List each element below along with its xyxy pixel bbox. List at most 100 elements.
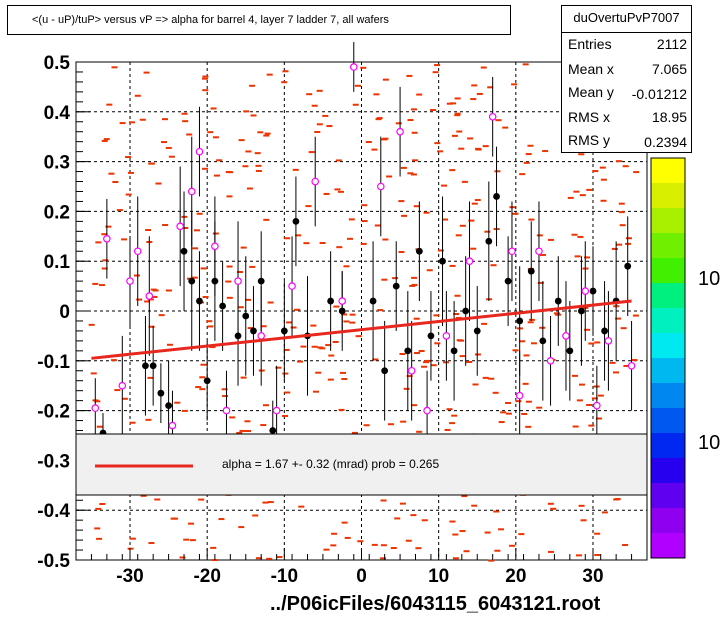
hist-cell <box>361 204 368 207</box>
hist-cell <box>446 408 453 411</box>
hist-cell <box>323 192 330 195</box>
hist-cell <box>341 313 348 316</box>
profile-point-open <box>604 337 613 345</box>
hist-cell <box>96 537 103 540</box>
hist-cell <box>143 71 150 74</box>
y-tick-label: 0.2 <box>44 202 70 223</box>
hist-cell <box>210 546 217 549</box>
x-tick-label: 10 <box>428 566 449 587</box>
hist-cell <box>421 519 428 522</box>
hist-cell <box>395 122 402 125</box>
hist-cell <box>573 190 580 193</box>
hist-cell <box>599 166 606 169</box>
hist-cell <box>382 78 389 81</box>
profile-point-filled <box>516 317 524 325</box>
hist-cell <box>105 225 112 228</box>
hist-cell <box>523 161 530 164</box>
hist-cell <box>530 342 537 345</box>
hist-cell <box>297 360 304 363</box>
hist-cell <box>226 195 233 198</box>
hist-cell <box>414 352 421 355</box>
colorbar-segment <box>651 183 685 209</box>
hist-cell <box>155 182 162 185</box>
hist-cell <box>310 324 317 327</box>
hist-cell <box>618 211 625 214</box>
hist-cell <box>181 409 188 412</box>
hist-cell <box>200 363 207 366</box>
hist-cell <box>284 391 291 394</box>
hist-cell <box>441 184 448 187</box>
hist-cell <box>522 63 529 66</box>
hist-cell <box>493 510 500 513</box>
profile-point-open <box>593 401 601 410</box>
hist-cell <box>547 502 554 505</box>
hist-cell <box>245 298 252 301</box>
profile-point-filled <box>219 302 227 310</box>
hist-cell <box>191 276 198 279</box>
hist-cell <box>282 372 289 375</box>
hist-cell <box>430 109 437 112</box>
hist-cell <box>619 224 626 227</box>
hist-cell <box>616 243 623 246</box>
hist-cell <box>236 431 243 434</box>
hist-cell <box>322 114 329 117</box>
hist-cell <box>255 164 262 167</box>
hist-cell <box>292 168 299 171</box>
x-tick-label: -20 <box>193 566 220 587</box>
hist-cell <box>449 169 456 172</box>
hist-cell <box>615 317 622 320</box>
hist-cell <box>505 412 512 415</box>
colorbar-segment <box>651 208 685 234</box>
hist-cell <box>471 84 478 87</box>
hist-cell <box>471 504 478 507</box>
hist-cell <box>290 326 297 329</box>
hist-cell <box>442 218 449 221</box>
hist-cell <box>106 103 113 106</box>
hist-cell <box>472 383 479 386</box>
hist-cell <box>226 296 233 299</box>
hist-cell <box>398 251 405 254</box>
hist-cell <box>103 138 110 141</box>
y-tick-label: -0.5 <box>37 551 70 572</box>
profile-point-filled <box>539 337 547 345</box>
stat-mean-x-label: Mean x <box>568 61 614 77</box>
hist-cell <box>488 377 495 380</box>
hist-cell <box>94 527 101 530</box>
hist-cell <box>631 359 638 362</box>
colorbar-segment <box>651 333 685 359</box>
colorbar-segment <box>651 158 685 184</box>
stat-mean-y-label: Mean y <box>568 84 614 100</box>
hist-cell <box>305 205 312 208</box>
profile-point-filled <box>504 277 512 285</box>
hist-cell <box>410 514 417 517</box>
hist-cell <box>300 345 307 348</box>
stat-entries-value: 2112 <box>656 36 687 52</box>
hist-cell <box>168 155 175 158</box>
hist-cell <box>523 354 530 357</box>
hist-cell <box>600 199 607 202</box>
hist-cell <box>575 554 582 557</box>
hist-cell <box>295 234 302 237</box>
profile-point-open <box>407 366 416 375</box>
hist-cell <box>129 537 136 540</box>
colorbar-segment <box>651 308 685 334</box>
hist-cell <box>500 411 507 414</box>
hist-cell <box>387 423 394 426</box>
profile-point-open <box>396 127 404 136</box>
profile-point-open <box>515 391 524 400</box>
hist-cell <box>380 499 387 502</box>
profile-point-filled <box>327 297 335 305</box>
hist-cell <box>454 97 461 100</box>
hist-cell <box>487 86 494 89</box>
hist-cell <box>240 376 247 379</box>
hist-cell <box>574 255 581 258</box>
hist-cell <box>212 232 219 235</box>
hist-cell <box>571 374 578 377</box>
hist-cell <box>594 554 601 557</box>
profile-point-open <box>488 112 497 121</box>
hist-cell <box>372 358 379 361</box>
hist-cell <box>333 305 340 308</box>
hist-cell <box>415 547 422 550</box>
hist-cell <box>298 505 305 508</box>
hist-cell <box>454 114 461 117</box>
